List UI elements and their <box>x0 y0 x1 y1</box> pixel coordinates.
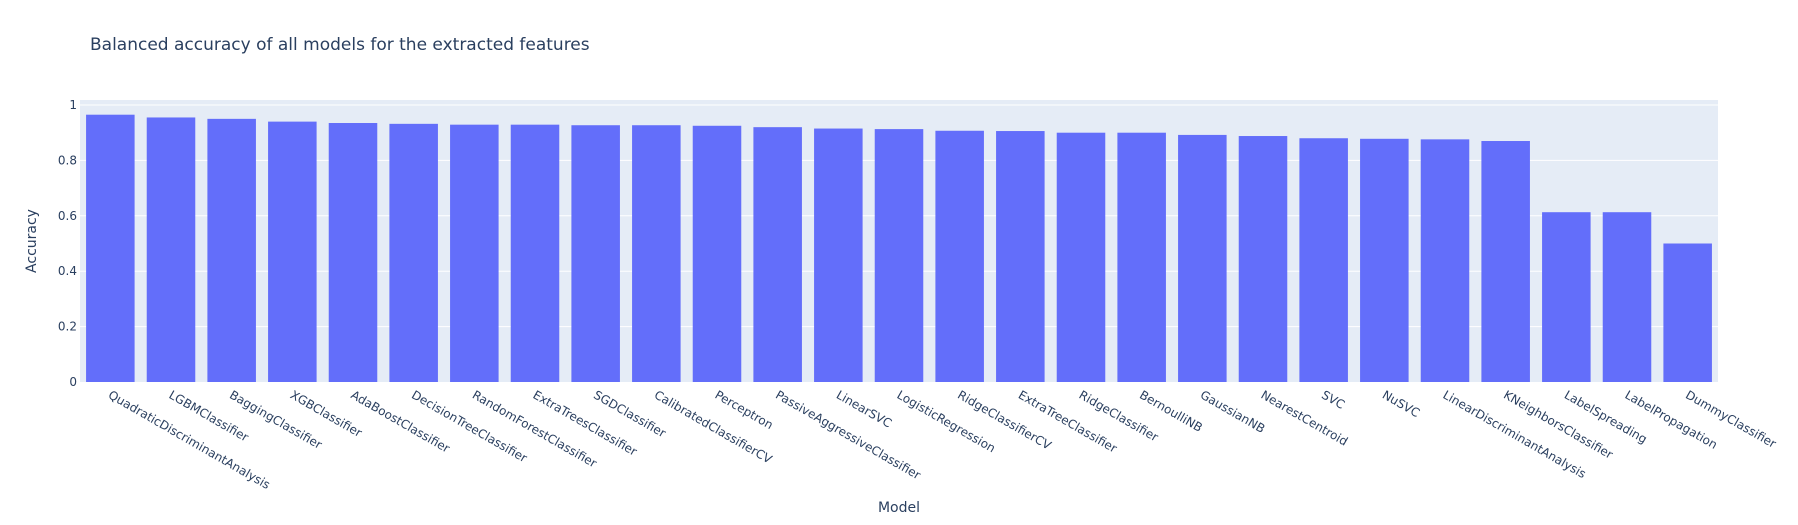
bar <box>1481 141 1530 382</box>
bar <box>1360 138 1409 382</box>
y-tick-label: 0.6 <box>58 209 77 223</box>
y-tick-label: 0.2 <box>58 320 77 334</box>
x-tick-labels: QuadraticDiscriminantAnalysisLGBMClassif… <box>106 388 1779 492</box>
bar <box>389 123 438 382</box>
bar <box>1542 212 1591 382</box>
x-tick-label: GaussianNB <box>1198 388 1268 436</box>
bar <box>268 121 317 383</box>
chart-title: Balanced accuracy of all models for the … <box>90 35 590 55</box>
x-tick-label: NuSVC <box>1380 388 1422 421</box>
bar <box>1420 139 1470 382</box>
x-tick-label: SVC <box>1319 388 1347 412</box>
y-tick-label: 1 <box>69 98 77 112</box>
bar <box>207 118 256 382</box>
y-axis-title: Accuracy <box>24 209 40 273</box>
bar <box>1602 212 1652 382</box>
x-tick-label: ExtraTreesClassifier <box>531 388 640 459</box>
y-tick-label: 0.8 <box>58 153 77 167</box>
bar <box>86 114 135 382</box>
x-axis-title: Model <box>878 500 920 516</box>
x-tick-label: ExtraTreeClassifier <box>1016 388 1120 456</box>
bar <box>328 123 378 382</box>
bar <box>753 127 802 382</box>
bar <box>450 124 499 383</box>
bar <box>692 125 742 383</box>
bar <box>146 117 196 382</box>
bar <box>814 128 863 382</box>
bar <box>1056 132 1106 382</box>
bar <box>1178 134 1227 382</box>
bars <box>86 114 1712 383</box>
y-tick-label: 0.4 <box>58 264 77 278</box>
bar <box>632 125 681 382</box>
y-tick-label: 0 <box>69 375 77 389</box>
bar <box>935 130 984 382</box>
x-tick-label: AdaBoostClassifier <box>349 388 453 456</box>
bar <box>1117 132 1166 382</box>
bar <box>874 129 924 382</box>
bar <box>571 125 620 382</box>
y-tick-labels: 0 0.2 0.4 0.6 0.8 1 <box>58 98 77 389</box>
bar <box>996 131 1045 382</box>
bar <box>1238 136 1288 382</box>
bar <box>510 124 560 383</box>
bar <box>1299 138 1348 382</box>
x-tick-label: LogisticRegression <box>895 388 998 456</box>
bar <box>1663 243 1712 382</box>
